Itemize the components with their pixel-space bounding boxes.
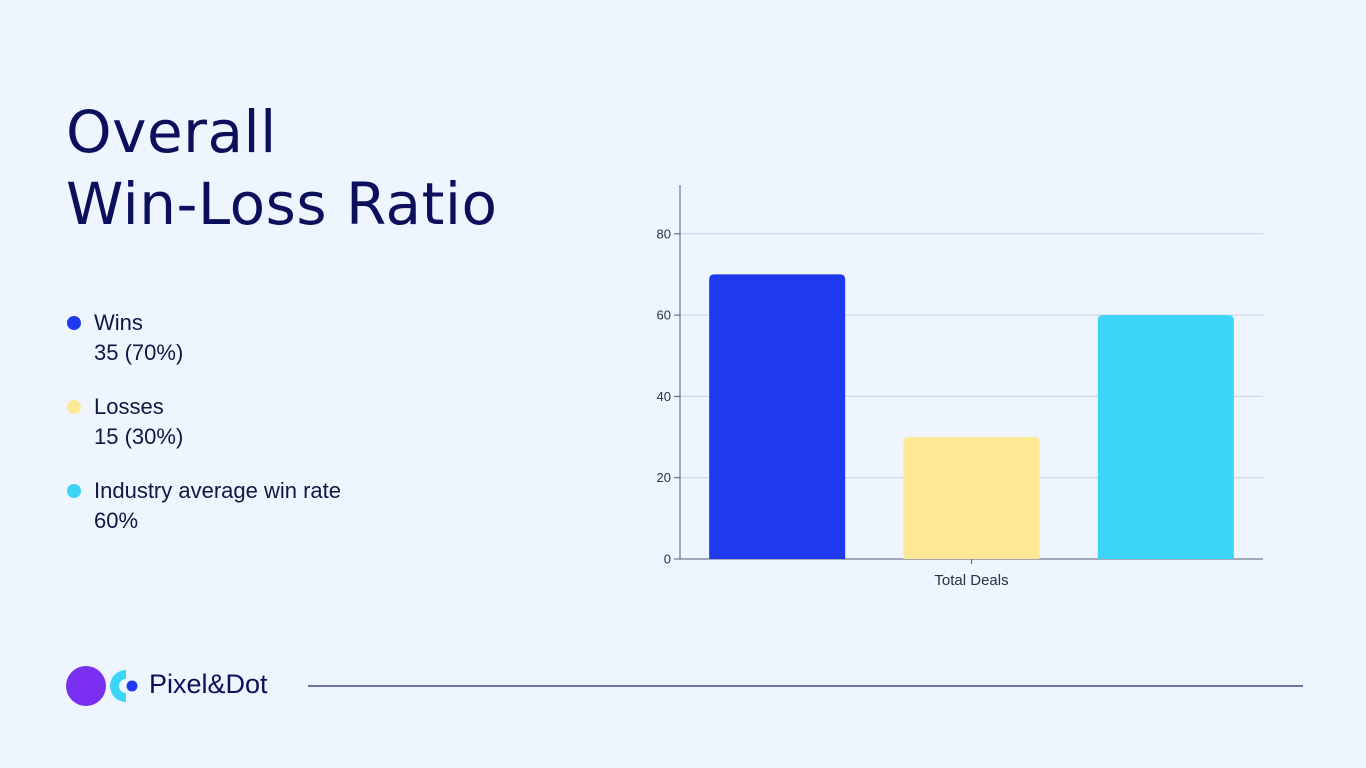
bar-2 bbox=[903, 437, 1040, 559]
legend-value-losses: 15 (30%) bbox=[94, 424, 184, 449]
y-tick-label-60: 60 bbox=[657, 308, 671, 323]
bar-1 bbox=[709, 274, 846, 559]
y-tick-label-0: 0 bbox=[664, 552, 671, 567]
y-tick-label-80: 80 bbox=[657, 226, 671, 241]
legend-dot-losses bbox=[67, 400, 81, 414]
chart-legend: Wins 35 (70%) Losses 15 (30%) Industry a… bbox=[66, 308, 486, 560]
slide-title-line-2: Win-Loss Ratio bbox=[66, 170, 498, 238]
legend-value-wins: 35 (70%) bbox=[94, 340, 184, 365]
pixel-dot-logo-icon bbox=[66, 666, 138, 706]
slide-title: Overall Win-Loss Ratio bbox=[66, 96, 497, 240]
legend-label-wins: Wins bbox=[94, 310, 143, 335]
y-tick-label-20: 20 bbox=[657, 470, 671, 485]
footer-divider bbox=[308, 685, 1303, 687]
legend-item-losses: Losses 15 (30%) bbox=[66, 392, 486, 452]
legend-item-wins: Wins 35 (70%) bbox=[66, 308, 486, 368]
bar-3 bbox=[1097, 315, 1234, 559]
legend-label-losses: Losses bbox=[94, 394, 164, 419]
brand-name: Pixel&Dot bbox=[149, 669, 268, 699]
legend-item-industry-average: Industry average win rate 60% bbox=[66, 476, 486, 536]
x-tick-label-total-deals: Total Deals bbox=[934, 572, 1008, 589]
bar-chart-svg: 0 20 40 60 80 Total Deals bbox=[657, 185, 1263, 589]
legend-dot-wins bbox=[67, 316, 81, 330]
bar-chart: 0 20 40 60 80 Total Deals bbox=[640, 175, 1280, 605]
legend-value-industry-average: 60% bbox=[94, 508, 139, 533]
slide-title-line-1: Overall bbox=[66, 98, 277, 166]
y-tick-label-40: 40 bbox=[657, 389, 671, 404]
legend-dot-industry-average bbox=[67, 484, 81, 498]
legend-label-industry-average: Industry average win rate bbox=[94, 478, 342, 503]
